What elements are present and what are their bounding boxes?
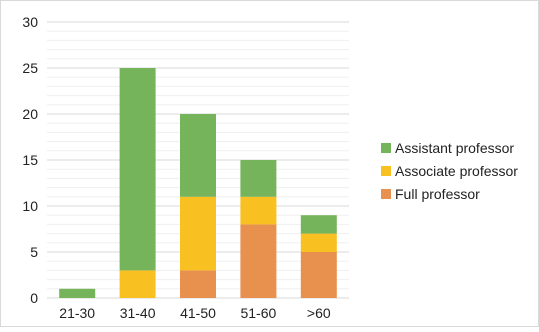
x-tick-label: 31-40: [120, 305, 156, 321]
legend-swatch: [381, 166, 391, 176]
y-tick-label: 0: [30, 290, 38, 306]
bar-segment: [240, 224, 277, 298]
legend-item: Assistant professor: [381, 140, 514, 156]
legend-swatch: [381, 143, 391, 153]
y-tick-label: 15: [22, 152, 38, 168]
x-tick-label: 21-30: [59, 305, 95, 321]
y-axis-ticks: 0 5 10 15 20 25 30: [22, 14, 38, 306]
y-tick-label: 30: [22, 14, 38, 30]
legend: Assistant professor Associate professor Fu…: [381, 140, 518, 202]
legend-item: Associate professor: [381, 163, 518, 179]
bar-segment: [300, 252, 337, 298]
legend-label: Assistant professor: [395, 140, 514, 156]
bar-segment: [300, 215, 337, 234]
y-tick-label: 20: [22, 106, 38, 122]
bar-segment: [300, 233, 337, 252]
x-axis-ticks: 21-30 31-40 41-50 51-60 >60: [59, 305, 331, 321]
bar-segment: [119, 68, 156, 271]
y-tick-label: 5: [30, 244, 38, 260]
x-tick-label: 41-50: [180, 305, 216, 321]
y-tick-label: 25: [22, 60, 38, 76]
bars: [59, 68, 337, 298]
bar-segment: [180, 114, 216, 197]
bar-segment: [119, 270, 156, 298]
x-tick-label: 51-60: [240, 305, 276, 321]
legend-label: Full professor: [395, 186, 480, 202]
legend-swatch: [381, 189, 391, 199]
bar-segment: [240, 196, 277, 225]
bar-segment: [180, 270, 216, 298]
bar-segment: [180, 196, 216, 271]
x-tick-label: >60: [307, 305, 331, 321]
y-tick-label: 10: [22, 198, 38, 214]
bar-segment: [240, 160, 277, 197]
legend-label: Associate professor: [395, 163, 518, 179]
legend-item: Full professor: [381, 186, 480, 202]
bar-segment: [59, 288, 96, 298]
